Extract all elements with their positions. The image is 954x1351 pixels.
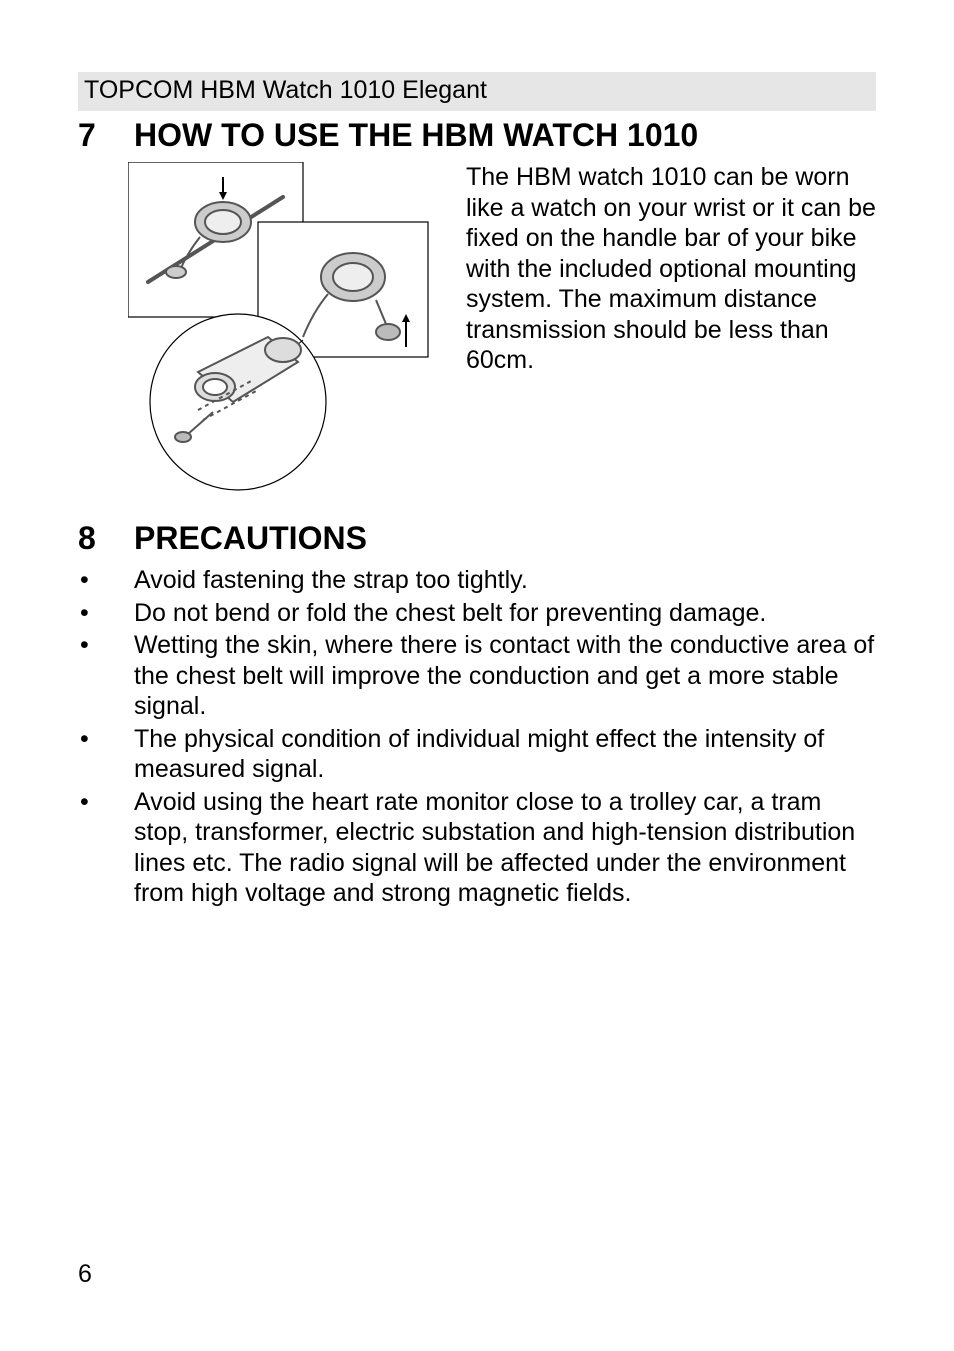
bullet-text: Avoid fastening the strap too tightly. xyxy=(134,565,876,596)
bullet-dot: • xyxy=(78,565,134,596)
bullet-dot: • xyxy=(78,630,134,722)
bullet-dot: • xyxy=(78,787,134,909)
list-item: • Do not bend or fold the chest belt for… xyxy=(78,598,876,629)
bullet-dot: • xyxy=(78,724,134,785)
section7-body: The HBM watch 1010 can be worn like a wa… xyxy=(78,162,876,492)
section8-number: 8 xyxy=(78,520,134,557)
list-item: • Avoid fastening the strap too tightly. xyxy=(78,565,876,596)
bullet-dot: • xyxy=(78,598,134,629)
section8-title: PRECAUTIONS xyxy=(134,520,876,557)
precautions-list: • Avoid fastening the strap too tightly.… xyxy=(78,565,876,909)
bullet-text: Wetting the skin, where there is contact… xyxy=(134,630,876,722)
header-bar: TOPCOM HBM Watch 1010 Elegant xyxy=(78,72,876,111)
watch-mount-illustration xyxy=(128,162,448,492)
section7-number: 7 xyxy=(78,117,134,154)
list-item: • Avoid using the heart rate monitor clo… xyxy=(78,787,876,909)
page: TOPCOM HBM Watch 1010 Elegant 7 HOW TO U… xyxy=(0,0,954,1351)
bullet-text: Do not bend or fold the chest belt for p… xyxy=(134,598,876,629)
section8-heading: 8 PRECAUTIONS xyxy=(78,520,876,557)
section7-heading: 7 HOW TO USE THE HBM WATCH 1010 xyxy=(78,117,876,154)
list-item: • Wetting the skin, where there is conta… xyxy=(78,630,876,722)
page-number: 6 xyxy=(78,1260,92,1289)
bullet-text: Avoid using the heart rate monitor close… xyxy=(134,787,876,909)
list-item: • The physical condition of individual m… xyxy=(78,724,876,785)
header-title: TOPCOM HBM Watch 1010 Elegant xyxy=(84,76,870,105)
section7-title: HOW TO USE THE HBM WATCH 1010 xyxy=(134,117,876,154)
bullet-text: The physical condition of individual mig… xyxy=(134,724,876,785)
section7-paragraph: The HBM watch 1010 can be worn like a wa… xyxy=(448,162,876,376)
